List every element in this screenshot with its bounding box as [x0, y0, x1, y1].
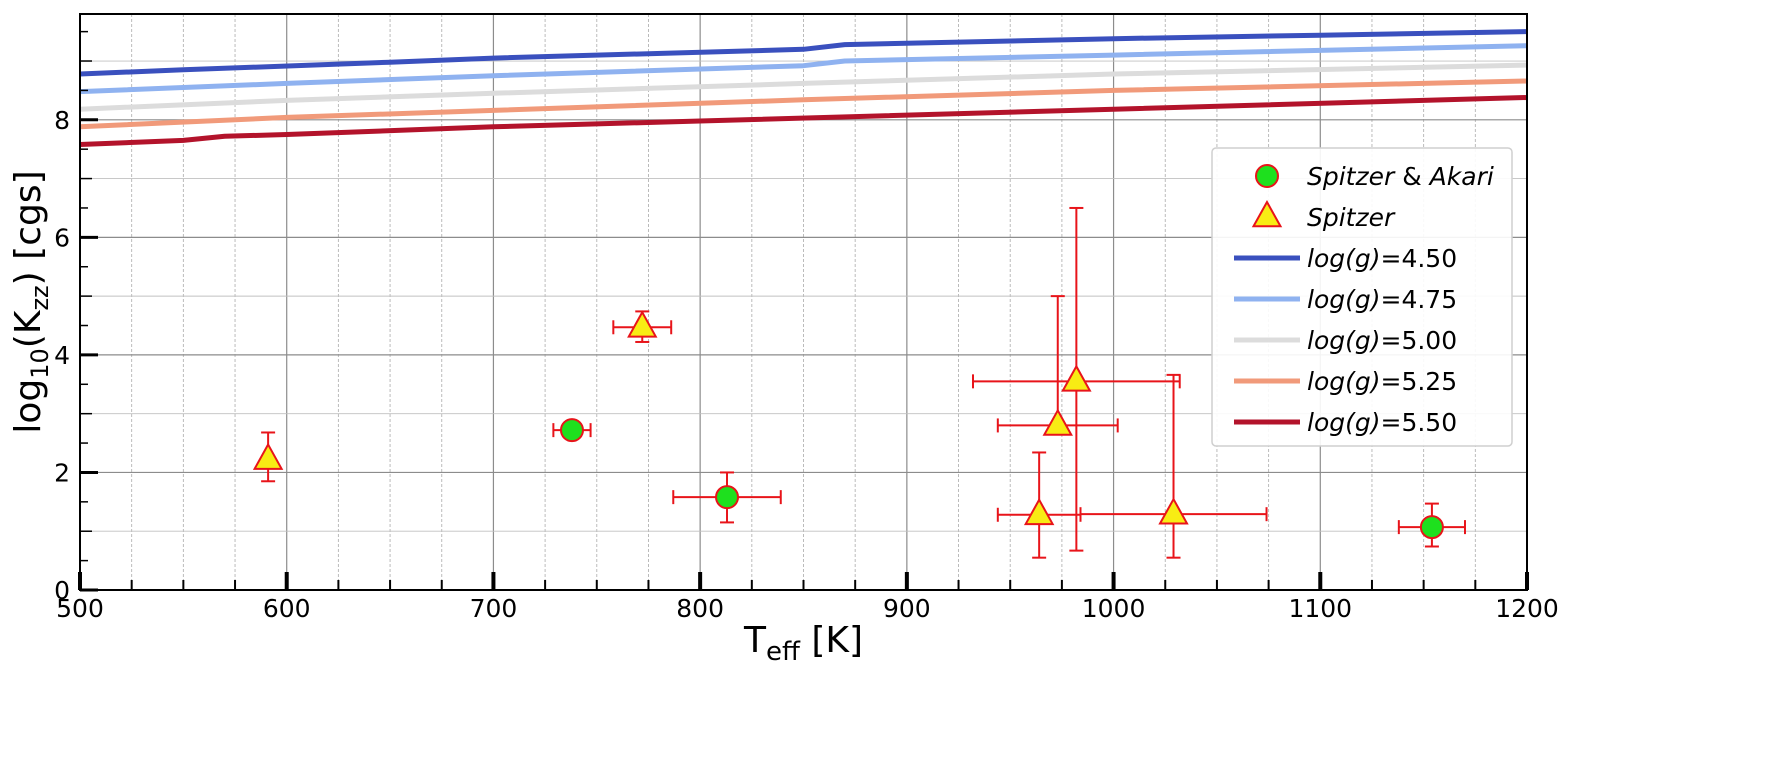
legend-label-part: log(g)	[1307, 326, 1381, 355]
circle-marker	[715, 485, 740, 510]
model-line	[79, 78, 1528, 130]
data-point-triangle	[1079, 373, 1268, 559]
x-tick-label: 1000	[1082, 594, 1146, 623]
legend-label-part: log(g)	[1307, 285, 1381, 314]
y-tick-label: 8	[54, 106, 70, 135]
y-tick-label: 4	[54, 341, 70, 370]
y-axis-label-mid: (K	[8, 309, 49, 348]
triangle-marker	[1061, 364, 1092, 392]
x-tick-label: 700	[470, 594, 518, 623]
y-tick-label: 6	[54, 223, 70, 252]
data-point-triangle	[252, 431, 284, 483]
circle-marker	[559, 418, 584, 443]
legend-label: Spitzer	[1307, 203, 1396, 232]
data-point-circle	[552, 418, 592, 443]
legend-label-part: =5.00	[1381, 326, 1458, 355]
legend-item: log(g)=4.50	[1234, 244, 1457, 273]
triangle-marker	[1023, 497, 1055, 526]
data-point-circle	[672, 471, 782, 524]
legend-label: log(g)=5.00	[1307, 326, 1457, 355]
y-axis-label-sub1: 10	[26, 348, 54, 379]
legend-label: log(g)=5.25	[1307, 367, 1457, 396]
legend-item: log(g)=5.50	[1234, 408, 1457, 437]
legend-label-part: =4.50	[1381, 244, 1458, 273]
model-line	[79, 43, 1528, 95]
x-axis-label-unit: [K]	[800, 620, 863, 661]
legend: Spitzer & AkariSpitzerlog(g)=4.50log(g)=…	[1211, 147, 1513, 447]
model-line	[79, 29, 1528, 77]
triangle-marker	[627, 310, 658, 338]
triangle-marker	[1042, 408, 1073, 436]
y-axis-label-pre: log	[8, 379, 49, 434]
legend-label-part: =5.50	[1381, 408, 1458, 437]
model-line	[79, 62, 1528, 112]
x-tick-label: 600	[263, 594, 311, 623]
legend-item: Spitzer	[1251, 199, 1396, 232]
x-axis-label-main: T	[743, 620, 767, 661]
x-tick-label: 900	[883, 594, 931, 623]
data-point-circle	[1397, 502, 1466, 548]
tick-labels: 500 600 700 800 900 1000 1100 1200 0 2 4 6 8	[54, 106, 1559, 623]
legend-label: log(g)=4.50	[1307, 244, 1457, 273]
data-points	[252, 206, 1466, 559]
legend-label-part: Spitzer	[1307, 203, 1396, 232]
model-line	[79, 95, 1528, 147]
legend-label: Spitzer & Akari	[1307, 162, 1494, 191]
x-tick-label: 1200	[1495, 594, 1559, 623]
legend-label-part: log(g)	[1307, 367, 1381, 396]
legend-item: log(g)=4.75	[1234, 285, 1457, 314]
legend-box	[1211, 147, 1513, 447]
triangle-marker	[1158, 497, 1189, 525]
x-axis-label: Teff [K]	[743, 620, 863, 667]
legend-item: Spitzer & Akari	[1255, 162, 1494, 191]
y-tick-label: 0	[54, 576, 70, 605]
x-tick-label: 500	[56, 594, 104, 623]
data-point-triangle	[612, 310, 673, 343]
x-tick-label: 800	[676, 594, 724, 623]
x-axis-label-sub: eff	[766, 637, 801, 667]
model-lines	[79, 29, 1528, 147]
legend-circle-marker	[1255, 164, 1279, 188]
data-point-triangle	[996, 295, 1119, 436]
x-tick-label: 1100	[1288, 594, 1352, 623]
legend-label-part: &	[1394, 162, 1429, 191]
legend-triangle-marker	[1251, 199, 1283, 228]
legend-item: log(g)=5.00	[1234, 326, 1457, 355]
y-axis-label-sub2: zz	[26, 285, 54, 310]
legend-label-part: Akari	[1428, 162, 1494, 191]
y-axis-label: log10(Kzz) [cgs]	[8, 170, 54, 433]
legend-label-part: =4.75	[1381, 285, 1458, 314]
legend-item: log(g)=5.25	[1234, 367, 1457, 396]
triangle-marker	[252, 442, 284, 470]
axis-ticks	[78, 30, 1529, 592]
y-axis-label-post: ) [cgs]	[8, 170, 49, 285]
data-point-triangle	[972, 206, 1181, 552]
legend-label-part: log(g)	[1307, 244, 1381, 273]
y-tick-label: 2	[54, 458, 70, 487]
circle-marker	[1419, 515, 1444, 540]
legend-label-part: =5.25	[1381, 367, 1458, 396]
legend-label: log(g)=4.75	[1307, 285, 1457, 314]
legend-label-part: log(g)	[1307, 408, 1381, 437]
legend-label: log(g)=5.50	[1307, 408, 1457, 437]
legend-label-part: Spitzer	[1307, 162, 1396, 191]
